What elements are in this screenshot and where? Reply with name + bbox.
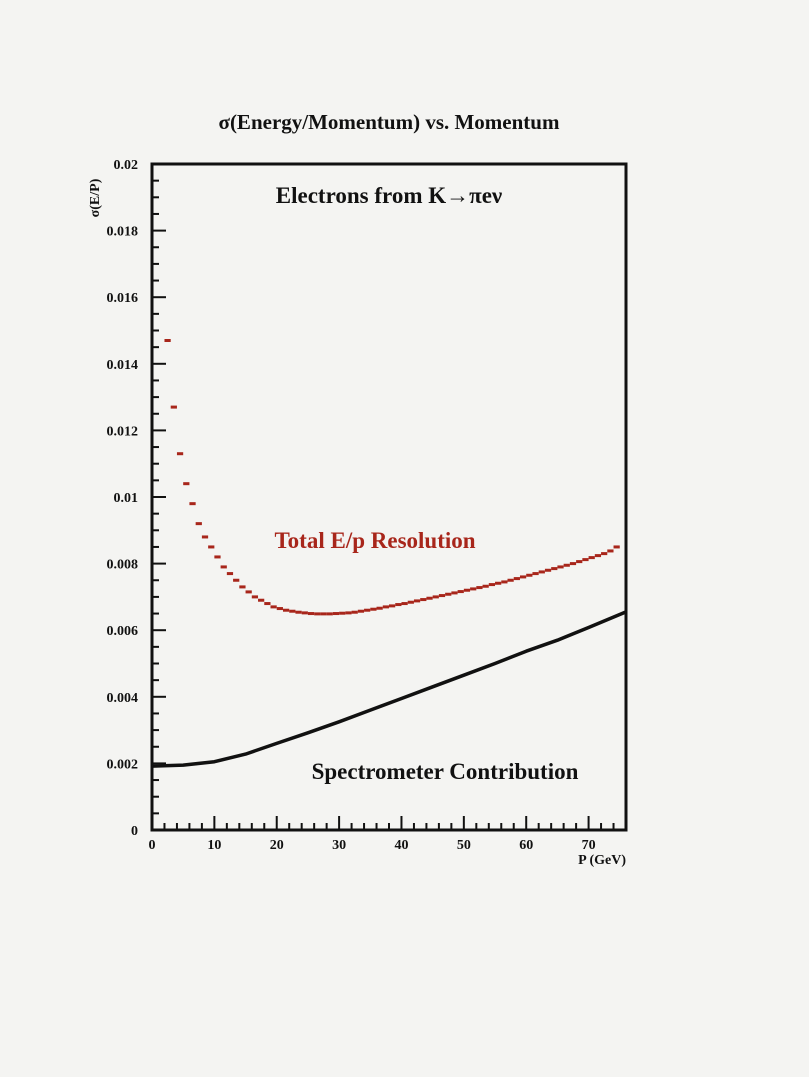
x-tick-label: 10 (207, 838, 221, 853)
x-tick-labels: 0 10 20 30 40 50 60 70 (149, 838, 596, 853)
annotation-electrons: Electrons from K→πeν (276, 183, 502, 208)
chart-title: σ(Energy/Momentum) vs. Momentum (219, 110, 560, 134)
x-tick-label: 70 (582, 838, 596, 853)
series-total-resolution (164, 338, 620, 616)
y-tick-label: 0.016 (107, 291, 139, 306)
plot-frame (150, 162, 628, 832)
annotation-total-resolution: Total E/p Resolution (274, 528, 475, 553)
y-tick-labels: 0 0.002 0.004 0.006 0.008 0.01 0.012 0.014 0.016… (107, 158, 139, 839)
series-spectrometer-line (151, 610, 627, 768)
ticks (152, 179, 615, 830)
y-tick-label: 0 (131, 824, 138, 839)
series-layer (151, 338, 627, 768)
y-tick-label: 0.018 (107, 225, 139, 240)
y-axis-label: σ(E/P) (88, 178, 103, 217)
y-tick-label: 0.01 (114, 491, 139, 506)
y-tick-label: 0.006 (107, 624, 139, 639)
y-tick-label: 0.012 (107, 424, 139, 439)
x-tick-label: 50 (457, 838, 471, 853)
x-tick-label: 20 (270, 838, 284, 853)
annotation-spectrometer: Spectrometer Contribution (312, 759, 579, 784)
x-tick-label: 60 (519, 838, 533, 853)
y-tick-label: 0.002 (107, 757, 139, 772)
y-axis-title: σ(E/P) (88, 178, 103, 217)
y-tick-label: 0.02 (114, 158, 139, 173)
x-tick-label: 0 (149, 838, 156, 853)
y-tick-label: 0.014 (107, 358, 139, 373)
x-tick-label: 40 (394, 838, 408, 853)
x-axis-label: P (GeV) (578, 853, 626, 868)
y-tick-label: 0.008 (107, 558, 139, 573)
y-tick-label: 0.004 (107, 691, 139, 706)
x-tick-label: 30 (332, 838, 346, 853)
